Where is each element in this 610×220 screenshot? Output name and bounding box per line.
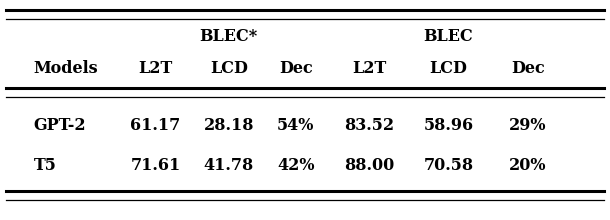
Text: Dec: Dec xyxy=(279,60,313,77)
Text: 54%: 54% xyxy=(277,117,315,134)
Text: L2T: L2T xyxy=(138,60,173,77)
Text: Models: Models xyxy=(34,60,98,77)
Text: 61.17: 61.17 xyxy=(131,117,181,134)
Text: GPT-2: GPT-2 xyxy=(34,117,86,134)
Text: 29%: 29% xyxy=(509,117,547,134)
Text: 28.18: 28.18 xyxy=(204,117,254,134)
Text: T5: T5 xyxy=(34,156,56,174)
Text: BLEC: BLEC xyxy=(423,28,473,45)
Text: LCD: LCD xyxy=(210,60,248,77)
Text: 41.78: 41.78 xyxy=(204,156,254,174)
Text: Dec: Dec xyxy=(511,60,545,77)
Text: 20%: 20% xyxy=(509,156,547,174)
Text: 42%: 42% xyxy=(277,156,315,174)
Text: 71.61: 71.61 xyxy=(131,156,181,174)
Text: 70.58: 70.58 xyxy=(423,156,473,174)
Text: BLEC*: BLEC* xyxy=(199,28,258,45)
Text: 58.96: 58.96 xyxy=(423,117,473,134)
Text: 83.52: 83.52 xyxy=(344,117,394,134)
Text: L2T: L2T xyxy=(352,60,386,77)
Text: LCD: LCD xyxy=(429,60,467,77)
Text: 88.00: 88.00 xyxy=(344,156,394,174)
